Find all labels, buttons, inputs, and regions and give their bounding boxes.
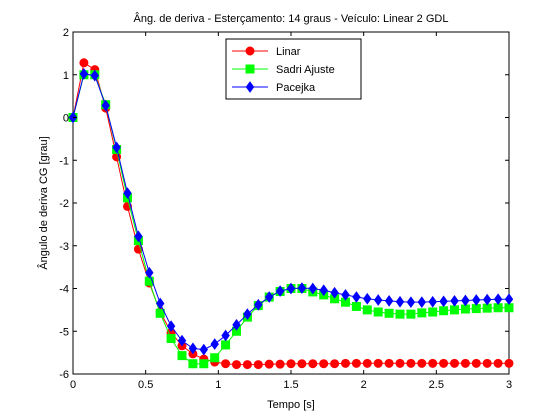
x-tick-label: 0.5	[138, 379, 153, 391]
data-point	[265, 360, 273, 368]
data-point	[352, 302, 360, 310]
data-point	[342, 359, 350, 367]
data-point	[309, 360, 317, 368]
data-point	[418, 359, 426, 367]
legend-marker	[246, 47, 254, 55]
x-tick-label: 0	[70, 379, 76, 391]
data-point	[331, 360, 339, 368]
y-tick-label: -6	[59, 369, 69, 381]
data-point	[320, 360, 328, 368]
y-tick-label: -1	[59, 155, 69, 167]
data-point	[440, 307, 448, 315]
y-tick-label: -4	[59, 284, 69, 296]
y-tick-label: -2	[59, 198, 69, 210]
legend-label: Sadri Ajuste	[276, 64, 335, 76]
data-point	[189, 360, 197, 368]
data-point	[276, 360, 284, 368]
data-point	[418, 309, 426, 317]
data-point	[352, 359, 360, 367]
data-point	[222, 341, 230, 349]
data-point	[254, 361, 262, 369]
data-point	[363, 306, 371, 314]
data-point	[374, 359, 382, 367]
data-point	[407, 359, 415, 367]
data-point	[243, 361, 251, 369]
x-tick-label: 3	[506, 379, 512, 391]
data-point	[178, 352, 186, 360]
data-point	[396, 359, 404, 367]
data-point	[385, 359, 393, 367]
x-tick-label: 2.5	[429, 379, 444, 391]
y-tick-label: 2	[63, 27, 69, 39]
data-point	[429, 308, 437, 316]
y-tick-label: -3	[59, 241, 69, 253]
data-point	[211, 354, 219, 362]
x-tick-label: 1.5	[283, 379, 298, 391]
data-point	[363, 359, 371, 367]
chart-title: Âng. de deriva - Esterçamento: 14 graus …	[134, 12, 449, 25]
data-point	[396, 310, 404, 318]
x-tick-label: 2	[361, 379, 367, 391]
y-axis-label: Ângulo de deriva CG [grau]	[37, 136, 50, 269]
data-point	[461, 359, 469, 367]
legend-label: Pacejka	[276, 82, 316, 94]
y-tick-label: 1	[63, 70, 69, 82]
data-point	[222, 360, 230, 368]
legend-marker	[246, 65, 254, 73]
data-point	[451, 306, 459, 314]
data-point	[451, 359, 459, 367]
data-point	[200, 360, 208, 368]
data-point	[385, 309, 393, 317]
data-point	[483, 359, 491, 367]
data-point	[298, 360, 306, 368]
data-point	[494, 359, 502, 367]
data-point	[80, 59, 88, 67]
data-point	[374, 308, 382, 316]
data-point	[287, 360, 295, 368]
legend: Linar Sadri Ajuste Pacejka	[226, 39, 361, 99]
data-point	[407, 310, 415, 318]
data-point	[233, 361, 241, 369]
x-tick-label: 1	[215, 379, 221, 391]
legend-label: Linar	[276, 46, 301, 58]
data-point	[505, 359, 513, 367]
y-tick-label: 0	[63, 113, 69, 125]
data-point	[429, 359, 437, 367]
data-point	[156, 309, 164, 317]
data-point	[440, 359, 448, 367]
data-point	[167, 335, 175, 343]
data-point	[472, 359, 480, 367]
x-axis-label: Tempo [s]	[267, 399, 315, 411]
y-tick-label: -5	[59, 326, 69, 338]
